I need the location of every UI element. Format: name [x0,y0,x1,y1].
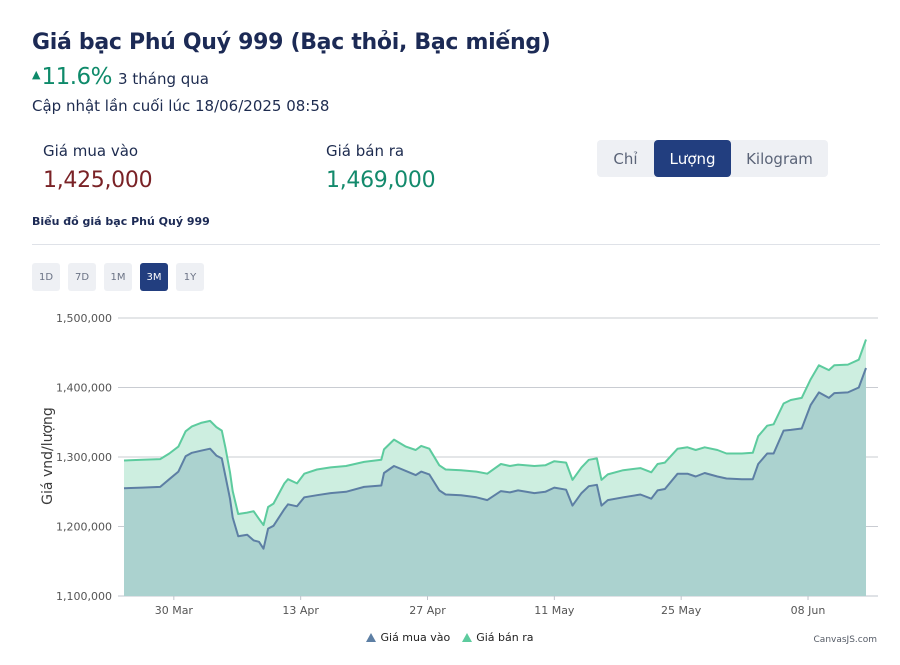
legend-buy-marker [366,633,377,642]
sell-price-label: Giá bán ra [326,142,405,160]
sell-price-line[interactable] [123,339,867,527]
chart-legend: Giá mua vào Giá bán ra [0,631,900,644]
up-arrow-icon: ▲ [32,68,41,81]
y-tick-label: 1,100,000 [56,590,112,603]
price-chart: 1,100,000 1,200,000 1,300,000 1,400,000 1,50… [40,312,878,617]
price-change: ▲ 11.6% 3 tháng qua [32,64,209,90]
range-1m-button[interactable]: 1M [104,263,132,291]
y-tick-label: 1,300,000 [56,451,112,464]
range-3m-button[interactable]: 3M [140,263,168,291]
page-title: Giá bạc Phú Quý 999 (Bạc thỏi, Bạc miếng… [32,30,551,55]
unit-luong-button[interactable]: Lượng [654,140,731,177]
y-axis-label: Giá vnd/lượng [40,407,56,505]
unit-chi-button[interactable]: Chỉ [613,149,638,168]
legend-sell-label: Giá bán ra [476,631,534,644]
x-tick-label: 13 Apr [282,604,319,617]
unit-selector: Chỉ Lượng Kilogram [597,140,828,177]
x-tick-label: 25 May [661,604,702,617]
y-tick-label: 1,400,000 [56,382,112,395]
change-percent: 11.6% [41,64,113,90]
chart-subtitle: Biểu đồ giá bạc Phú Quý 999 [32,215,210,228]
buy-price-value: 1,425,000 [43,168,153,193]
sell-price-block: Giá bán ra 1,469,000 [326,142,436,193]
legend-item-sell[interactable]: Giá bán ra [462,631,534,644]
x-tick-label: 27 Apr [409,604,446,617]
legend-item-buy[interactable]: Giá mua vào [366,631,450,644]
buy-price-label: Giá mua vào [43,142,139,160]
chart-credit[interactable]: CanvasJS.com [813,635,877,645]
x-tick-label: 30 Mar [155,604,194,617]
legend-sell-marker [462,633,473,642]
legend-buy-label: Giá mua vào [380,631,451,644]
range-1d-button[interactable]: 1D [32,263,60,291]
y-tick-label: 1,200,000 [56,521,112,534]
buy-price-block: Giá mua vào 1,425,000 [43,142,153,193]
range-1y-button[interactable]: 1Y [176,263,204,291]
buy-price-line[interactable] [123,367,867,550]
y-tick-label: 1,500,000 [56,312,112,325]
change-period: 3 tháng qua [118,70,209,88]
range-selector: 1D 7D 1M 3M 1Y [32,263,204,291]
unit-kilogram-button[interactable]: Kilogram [746,149,813,168]
buy-price-area [124,368,866,596]
divider [32,244,880,245]
x-tick-label: 08 Jun [791,604,826,617]
sell-price-value: 1,469,000 [326,168,436,193]
x-tick-label: 11 May [534,604,575,617]
last-updated: Cập nhật lần cuối lúc 18/06/2025 08:58 [32,97,330,115]
range-7d-button[interactable]: 7D [68,263,96,291]
